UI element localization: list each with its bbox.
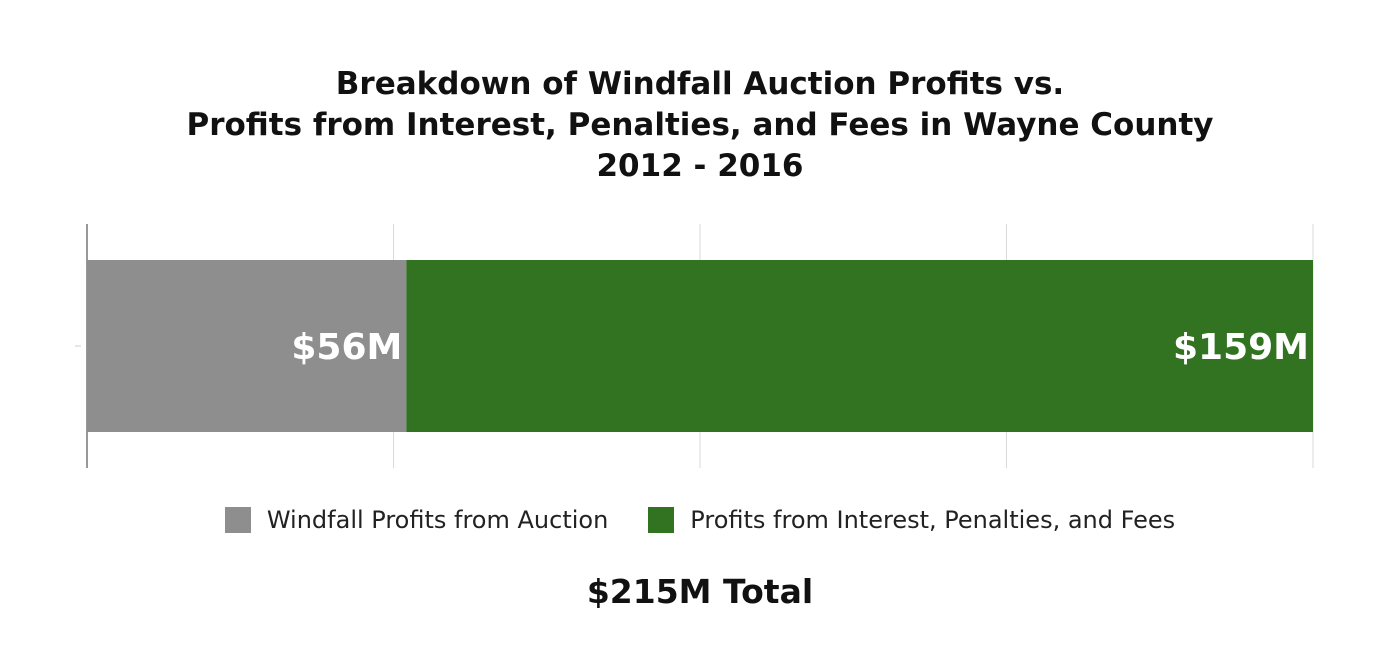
total-label: $215M Total [586,572,814,611]
chart-title-line-3: 2012 - 2016 [596,148,804,184]
data-label-windfall: $56M [291,327,402,368]
bar-segment-windfall [87,260,407,432]
chart-title-line-2: Profits from Interest, Penalties, and Fe… [186,107,1214,143]
legend-label-windfall: Windfall Profits from Auction [266,506,609,534]
data-label-interest-fees: $159M [1173,327,1309,368]
bar-segment-interest-fees [406,260,1314,432]
chart-title-line-1: Breakdown of Windfall Auction Profits vs… [335,66,1065,102]
legend-swatch-interest-fees [648,507,675,533]
chart-title: Breakdown of Windfall Auction Profits vs… [0,64,1400,187]
legend-label-interest-fees: Profits from Interest, Penalties, and Fe… [690,506,1176,534]
legend-item-interest-fees: Profits from Interest, Penalties, and Fe… [648,506,1175,534]
bar-layer [87,260,1314,432]
chart-legend: Windfall Profits from Auction Profits fr… [0,506,1400,534]
legend-swatch-windfall [224,507,251,533]
legend-item-windfall: Windfall Profits from Auction [224,506,609,534]
data-label-layer: $56M $159M [291,327,1309,368]
